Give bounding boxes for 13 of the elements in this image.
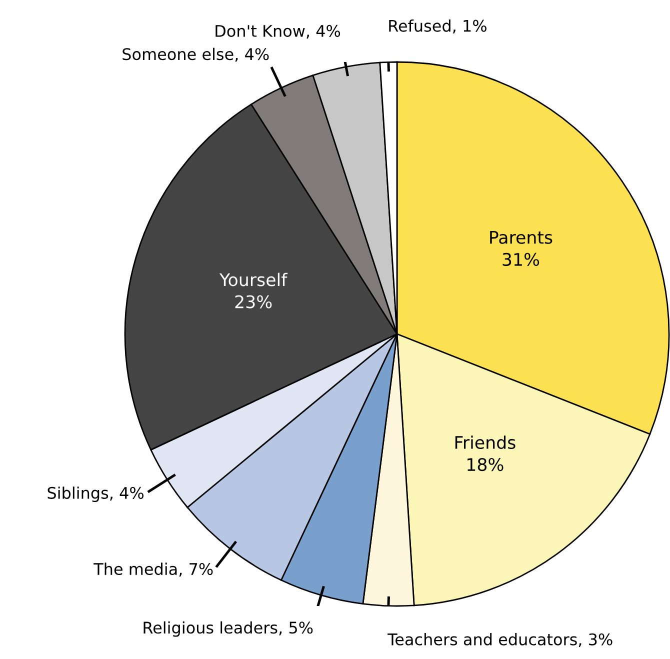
slice-label: The media, 7%: [94, 562, 213, 577]
slice-label: Religious leaders, 5%: [144, 621, 313, 637]
slice-label: Siblings, 4%: [48, 486, 144, 502]
data-label: 18%: [468, 458, 504, 472]
slice-label: Friends: [455, 436, 516, 450]
data-label: 31%: [502, 252, 540, 266]
slice-label: Someone else, 4%: [122, 48, 269, 62]
data-label: 23%: [235, 295, 272, 308]
slice-label: Don't Know, 4%: [216, 24, 340, 39]
slice-label: Yourself: [219, 272, 288, 286]
slice-label: Parents: [490, 231, 552, 244]
slice-label: Teachers and educators, 3%: [388, 633, 612, 648]
slice-label: Refused, 1%: [389, 19, 486, 34]
